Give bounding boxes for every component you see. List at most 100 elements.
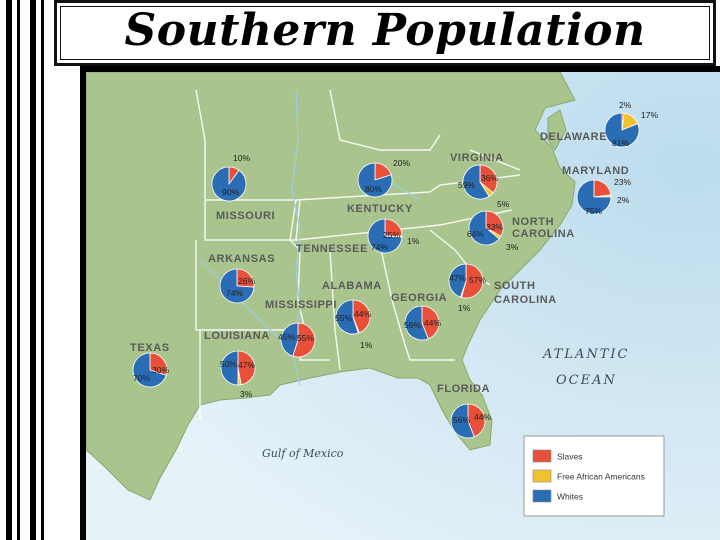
pie-slice-alabama-slaves [352,299,371,334]
pct-label-maryland-free: 2% [617,195,630,205]
pct-label-delaware-free: 17% [641,110,658,120]
pie-slice-texas-whites [132,352,167,388]
pct-label-louisiana-free: 3% [240,389,253,399]
state-label-delaware: DELAWARE [540,131,607,143]
pct-label-kentucky-slaves: 20% [393,158,410,168]
state-label-virginia: VIRGINIA [450,152,504,164]
page-title: Southern Population [124,5,646,56]
pie-arkansas [219,268,255,304]
state-label-alabama: ALABAMA [322,280,382,292]
pie-charts [132,112,640,439]
pie-slice-florida-slaves [467,403,486,438]
state-label-south-carolina: CAROLINA [494,294,557,306]
pct-label-south-carolina-free: 1% [458,303,471,313]
state-label-georgia: GEORGIA [391,292,447,304]
pie-slice-georgia-slaves [421,305,440,340]
pie-mississippi [280,322,316,358]
pie-virginia [462,164,498,200]
pct-label-maryland-slaves: 23% [614,177,631,187]
state-label-south-carolina: SOUTH [494,280,536,292]
pct-label-north-carolina-whites: 64% [467,229,484,239]
state-label-florida: FLORIDA [437,383,490,395]
pct-label-louisiana-slaves: 47% [238,360,255,370]
legend-label-slaves: Slaves [557,452,583,462]
pct-label-virginia-slaves: 36% [481,173,498,183]
state-label-texas: TEXAS [130,342,170,354]
map-svg: 10%90%20%80%36%5%59%2%17%81%23%2%75%33%3… [86,72,720,540]
pie-alabama [335,299,371,335]
pie-north-carolina [468,210,504,246]
pct-label-missouri-whites: 90% [222,187,239,197]
left-border-bar-3 [30,0,36,540]
ocean-label: OCEAN [556,373,617,388]
pct-label-delaware-whites: 81% [612,138,629,148]
pct-label-south-carolina-slaves: 57% [469,275,486,285]
population-map: 10% 90% 20% 80% 36% 5% 59% 2% 17% 81% 23% 2% 75% 33% 3… [86,72,720,540]
pie-slice-kentucky-whites [357,162,393,198]
pie-georgia [404,305,440,341]
pct-label-mississippi-slaves: 55% [297,333,314,343]
pie-slice-virginia-slaves [479,164,498,194]
pie-kentucky [357,162,393,198]
pct-label-tennessee-whites: 74% [371,242,388,252]
legend: Slaves Free African Americans Whites [523,435,665,517]
pie-slice-virginia-whites [462,164,490,200]
pct-label-arkansas-whites: 74% [226,288,243,298]
pie-slice-alabama-whites [335,299,359,335]
legend-label-whites: Whites [557,492,583,502]
pie-slice-arkansas-slaves [236,268,255,288]
pct-label-delaware-slaves: 2% [619,100,632,110]
pie-slice-missouri-whites [211,166,247,202]
map-frame [80,66,720,540]
pie-slice-texas-slaves [149,352,168,376]
pct-label-florida-whites: 56% [453,415,470,425]
legend-swatch-whites [532,489,552,503]
pie-slice-delaware-whites [604,112,640,148]
pct-label-south-carolina-whites: 47% [449,273,466,283]
state-label-mississippi: MISSISSIPPI [265,299,337,311]
left-border-bar-4 [41,0,44,540]
pct-label-alabama-slaves: 44% [354,309,371,319]
pct-label-north-carolina-free: 3% [506,242,519,252]
state-label-kentucky: KENTUCKY [347,203,413,215]
pie-slice-maryland-whites [576,179,612,215]
legend-swatch-free [532,469,552,483]
pct-label-mississippi-whites: 45% [278,332,295,342]
pct-label-tennessee-free: 1% [407,236,420,246]
pct-label-arkansas-slaves: 26% [238,276,255,286]
pie-tennessee [367,218,403,254]
pie-slice-arkansas-whites [219,268,255,304]
pie-florida [450,403,486,439]
gulf-of-mexico-label: Gulf of Mexico [262,447,344,460]
pct-label-missouri-slaves: 10% [233,153,250,163]
pct-label-alabama-whites: 55% [335,313,352,323]
pct-label-texas-whites: 70% [133,373,150,383]
atlantic-label: ATLANTIC [542,347,630,362]
pct-label-maryland-whites: 75% [585,206,602,216]
pie-louisiana [220,350,256,386]
pie-slice-south-carolina-slaves [460,263,484,299]
pct-label-north-carolina-slaves: 33% [486,222,503,232]
percentage-labels: 10%90%20%80%36%5%59%2%17%81%23%2%75%33%3… [133,100,658,425]
pie-delaware [604,112,640,148]
pie-slice-tennessee-whites [367,218,403,254]
left-border-bar-1 [6,0,12,540]
state-label-north-carolina: CAROLINA [512,228,575,240]
left-border-bar-2 [17,0,20,540]
pie-missouri [211,166,247,202]
state-label-maryland: MARYLAND [562,165,629,177]
state-labels: MISSOURI KENTUCKY VIRGINIA DELAWARE MARYLAND… [130,131,629,395]
legend-items: Slaves Free African Americans Whites [532,449,645,503]
pct-label-virginia-whites: 59% [458,180,475,190]
pct-label-texas-slaves: 30% [152,365,169,375]
pie-slice-north-carolina-whites [468,210,500,246]
state-label-missouri: MISSOURI [216,210,275,222]
title-box: Southern Population [54,0,716,66]
pie-slice-louisiana-whites [220,350,239,386]
pie-south-carolina [448,263,484,299]
pie-texas [132,352,168,388]
legend-swatch-slaves [532,449,552,463]
pct-label-florida-slaves: 44% [474,412,491,422]
pct-label-virginia-free: 5% [497,199,510,209]
pct-label-georgia-whites: 56% [404,320,421,330]
